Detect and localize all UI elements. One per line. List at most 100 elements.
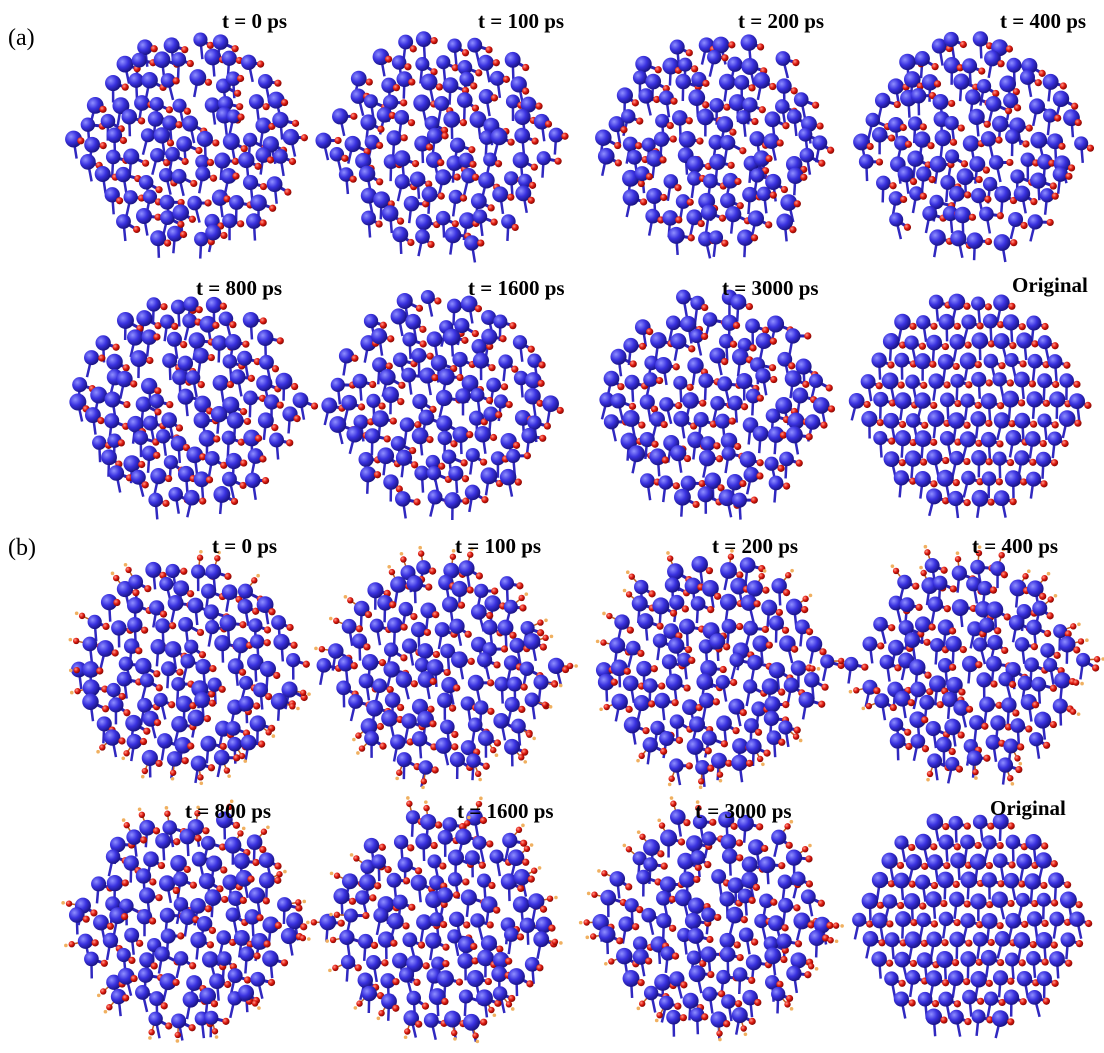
metal-atom <box>678 58 692 72</box>
oxygen-atom <box>955 556 961 562</box>
oxygen-atom <box>931 63 938 70</box>
oxygen-atom <box>255 435 262 442</box>
oxygen-atom <box>791 646 798 653</box>
metal-atom <box>542 395 559 412</box>
metal-atom <box>160 908 175 923</box>
metal-atom <box>638 613 654 629</box>
metal-atom <box>687 156 704 173</box>
metal-atom <box>329 416 346 433</box>
atoms <box>61 799 310 1042</box>
metal-atom <box>238 985 254 1001</box>
oxygen-atom <box>256 914 263 921</box>
atoms <box>596 549 849 789</box>
metal-atom <box>455 388 470 403</box>
metal-atom <box>428 490 443 505</box>
oxygen-atom <box>723 643 730 650</box>
oxygen-atom <box>124 822 130 828</box>
oxygen-atom <box>1039 70 1046 77</box>
metal-atom <box>628 445 645 462</box>
metal-atom <box>970 411 986 427</box>
metal-atom <box>164 455 178 469</box>
oxygen-atom <box>954 323 961 330</box>
metal-atom <box>223 133 240 150</box>
oxygen-atom <box>431 374 438 381</box>
oxygen-atom <box>785 572 791 578</box>
oxygen-atom <box>730 679 737 686</box>
metal-atom <box>928 373 943 388</box>
metal-atom <box>866 113 880 127</box>
oxygen-atom <box>929 361 936 368</box>
metal-atom <box>894 470 909 485</box>
metal-atom <box>250 194 267 211</box>
metal-atom <box>972 490 989 507</box>
metal-atom <box>435 737 451 753</box>
metal-atom <box>272 112 288 128</box>
metal-atom <box>199 430 216 447</box>
oxygen-atom <box>758 573 764 579</box>
metal-atom <box>1005 353 1019 367</box>
oxygen-atom <box>205 79 212 86</box>
metal-atom <box>776 78 791 93</box>
oxygen-atom <box>291 383 298 390</box>
oxygen-atom <box>958 124 965 131</box>
oxygen-atom <box>101 960 108 967</box>
metal-atom <box>702 730 717 745</box>
oxygen-atom <box>757 395 764 402</box>
metal-atom <box>108 697 123 712</box>
metal-atom <box>754 72 770 88</box>
metal-atom <box>346 426 363 443</box>
oxygen-atom <box>161 1002 168 1009</box>
oxygen-atom <box>252 1000 258 1006</box>
oxygen-atom <box>151 962 158 969</box>
oxygen-atom <box>264 626 271 633</box>
metal-atom <box>747 655 762 670</box>
oxygen-atom <box>222 1018 229 1025</box>
oxygen-atom <box>99 106 106 113</box>
oxygen-atom <box>1050 685 1057 692</box>
metal-atom <box>800 148 815 163</box>
oxygen-atom <box>526 732 532 738</box>
oxygen-atom <box>180 231 187 238</box>
hydrogen-atom <box>891 564 895 568</box>
oxygen-atom <box>359 745 365 751</box>
oxygen-atom <box>401 134 408 141</box>
oxygen-atom <box>816 122 823 129</box>
metal-atom <box>1059 636 1075 652</box>
oxygen-atom <box>121 913 128 920</box>
metal-atom <box>778 720 792 734</box>
metal-atom <box>135 985 150 1000</box>
metal-atom <box>204 604 219 619</box>
oxygen-atom <box>1043 400 1050 407</box>
metal-atom <box>894 353 909 368</box>
oxygen-atom <box>138 117 145 124</box>
oxygen-atom <box>1022 140 1029 147</box>
metal-atom <box>967 232 984 249</box>
oxygen-atom <box>118 737 125 744</box>
oxygen-atom <box>994 627 1001 634</box>
oxygen-atom <box>544 422 551 429</box>
metal-atom <box>250 715 266 731</box>
oxygen-atom <box>910 178 917 185</box>
metal-atom <box>946 636 962 652</box>
metal-atom <box>154 51 171 68</box>
metal-atom <box>256 375 272 391</box>
metal-atom <box>447 299 462 314</box>
metal-atom <box>205 451 220 466</box>
oxygen-atom <box>432 611 439 618</box>
metal-atom <box>925 558 940 573</box>
metal-atom <box>194 692 210 708</box>
metal-atom <box>493 713 509 729</box>
oxygen-atom <box>751 234 758 241</box>
metal-atom <box>226 453 242 469</box>
oxygen-atom <box>385 56 392 63</box>
metal-atom <box>171 677 185 691</box>
oxygen-atom <box>232 158 239 165</box>
metal-atom <box>188 710 205 727</box>
metal-atom <box>178 617 193 632</box>
metal-atom <box>217 951 232 966</box>
metal-atom <box>998 757 1013 772</box>
metal-atom <box>88 615 102 629</box>
metal-atom <box>634 580 648 594</box>
metal-atom <box>527 415 541 429</box>
oxygen-atom <box>389 569 395 575</box>
